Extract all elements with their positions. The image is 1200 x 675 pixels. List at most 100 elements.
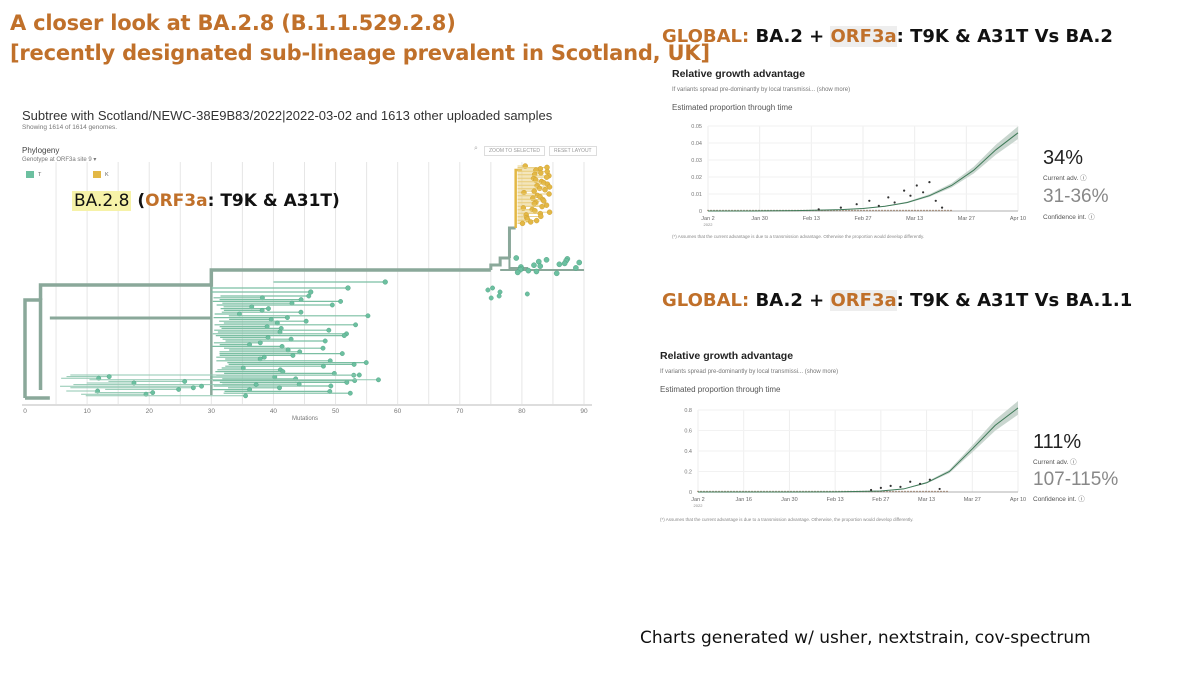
footer-credits: Charts generated w/ usher, nextstrain, c… bbox=[640, 628, 1091, 648]
panel1-show-more-link[interactable]: (show more) bbox=[816, 87, 851, 93]
tree-tip bbox=[576, 259, 583, 266]
panel1-ci-label: Confidence int. ⓘ bbox=[1043, 214, 1095, 221]
zero-point bbox=[893, 209, 895, 212]
tree-title: Subtree with Scotland/NEWC-38E9B83/2022|… bbox=[22, 108, 553, 123]
info-icon[interactable]: ⓘ bbox=[1078, 496, 1085, 503]
legend-label-k: K bbox=[105, 171, 109, 178]
info-icon[interactable]: ⓘ bbox=[1088, 214, 1095, 221]
tree-tip bbox=[298, 309, 304, 315]
tree-tip bbox=[199, 383, 204, 389]
ba28-gene: ORF3a bbox=[145, 191, 208, 211]
panel1-header-gene: ORF3a bbox=[830, 26, 897, 47]
tree-tip bbox=[303, 318, 309, 324]
panel2-ci: 107-115% bbox=[1033, 469, 1119, 490]
tree-tip bbox=[345, 285, 351, 291]
y-tick-label: 0.6 bbox=[684, 429, 692, 435]
data-point bbox=[877, 204, 880, 207]
zero-point bbox=[896, 209, 898, 212]
info-icon[interactable]: ⓘ bbox=[1070, 459, 1077, 466]
zero-point bbox=[869, 209, 871, 212]
ba28-paren-open: ( bbox=[137, 191, 146, 211]
tree-x-tick-label: 20 bbox=[146, 408, 154, 415]
panel2-est-label: Estimated proportion through time bbox=[660, 385, 781, 394]
panel2-show-more-link[interactable]: (show more) bbox=[804, 369, 839, 375]
data-point bbox=[928, 181, 931, 184]
tree-tip bbox=[253, 382, 259, 387]
data-point bbox=[915, 184, 918, 187]
tree-tip-k bbox=[542, 187, 548, 193]
tree-tip bbox=[277, 385, 282, 391]
zero-point bbox=[887, 209, 889, 212]
zero-point bbox=[854, 209, 856, 212]
legend-item-k[interactable]: K bbox=[93, 166, 109, 184]
tree-tip bbox=[308, 289, 314, 295]
zero-point bbox=[916, 490, 918, 493]
zero-point bbox=[878, 209, 880, 212]
tree-x-tick-label: 70 bbox=[456, 408, 464, 415]
panel1-chart: 0 0.01 0.02 0.03 0.04 0.05 Jan 2 Jan 30 Feb 13 Fe… bbox=[691, 124, 1026, 227]
tree-tip bbox=[344, 379, 350, 385]
panel1-title: Relative growth advantage bbox=[672, 68, 806, 80]
zoom-to-selected-button[interactable]: ZOOM TO SELECTED bbox=[484, 146, 545, 156]
tree-tip bbox=[573, 265, 579, 271]
tree-x-tick-label: 0 bbox=[23, 408, 27, 415]
tree-genotype-dropdown[interactable]: Genotype at ORF3a site 9 ▾ bbox=[22, 156, 96, 163]
y-tick-label: 0.01 bbox=[691, 192, 702, 198]
x-tick-label: Jan 2 bbox=[691, 497, 704, 503]
tree-tip-k bbox=[546, 191, 552, 197]
tree-tip bbox=[347, 390, 353, 396]
panel1-desc: If variants spread pre-dominantly by loc… bbox=[672, 87, 850, 93]
zero-point bbox=[866, 209, 868, 212]
zero-point bbox=[910, 490, 912, 493]
zero-point bbox=[941, 209, 943, 212]
data-point bbox=[928, 478, 931, 481]
zero-point bbox=[907, 490, 909, 493]
tree-x-tick-label: 50 bbox=[332, 408, 340, 415]
confidence-band bbox=[708, 126, 1018, 211]
tree-tip bbox=[356, 372, 362, 378]
zero-point bbox=[890, 209, 892, 212]
ba28-annotation: BA.2.8 (ORF3a: T9K & A31T) bbox=[72, 191, 340, 211]
tree-tip bbox=[485, 287, 491, 293]
zero-point bbox=[851, 209, 853, 212]
reset-layout-button[interactable]: RESET LAYOUT bbox=[549, 146, 597, 156]
zero-point bbox=[901, 490, 903, 493]
zero-point bbox=[863, 209, 865, 212]
zero-point bbox=[892, 490, 894, 493]
x-tick-label: Mar 27 bbox=[958, 216, 975, 222]
legend-item-t[interactable]: T bbox=[26, 166, 41, 184]
panel2-header-gene: ORF3a bbox=[830, 290, 897, 311]
tree-tip bbox=[328, 383, 334, 389]
tree-tip bbox=[190, 385, 196, 391]
data-point bbox=[855, 203, 858, 206]
tree-tip bbox=[537, 263, 544, 269]
zero-point bbox=[914, 209, 916, 212]
tree-tip bbox=[150, 390, 156, 395]
tree-tip-k bbox=[531, 188, 537, 194]
panel1-note: (*) Assumes that the current advantage i… bbox=[672, 234, 925, 239]
tree-tip bbox=[531, 262, 537, 269]
tree-tip bbox=[352, 378, 358, 383]
confidence-band bbox=[698, 401, 1018, 492]
y-tick-label: 0 bbox=[699, 209, 702, 215]
y-tick-label: 0.8 bbox=[684, 408, 692, 414]
panel1-advantage-label: Current adv. ⓘ bbox=[1043, 175, 1087, 182]
zero-point bbox=[946, 490, 948, 493]
zero-point bbox=[872, 209, 874, 212]
zero-point bbox=[925, 490, 927, 493]
info-icon[interactable]: ⓘ bbox=[1080, 175, 1087, 182]
tree-tip-k bbox=[543, 174, 550, 180]
ba28-name: BA.2.8 bbox=[72, 191, 132, 211]
fit-line bbox=[698, 407, 1019, 493]
tree-tip bbox=[106, 374, 112, 379]
search-icon: ⌕ bbox=[474, 145, 478, 152]
data-point bbox=[887, 196, 890, 199]
x-tick-label: Feb 13 bbox=[827, 497, 844, 503]
tree-tip bbox=[176, 386, 182, 392]
zero-point bbox=[913, 490, 915, 493]
zero-point bbox=[905, 209, 907, 212]
zero-point bbox=[845, 209, 847, 212]
panel1-header: GLOBAL: BA.2 + ORF3a: T9K & A31T Vs BA.2 bbox=[662, 26, 1113, 47]
panel1-desc-text: If variants spread pre-dominantly by loc… bbox=[672, 87, 816, 93]
tree-tip bbox=[382, 279, 388, 285]
